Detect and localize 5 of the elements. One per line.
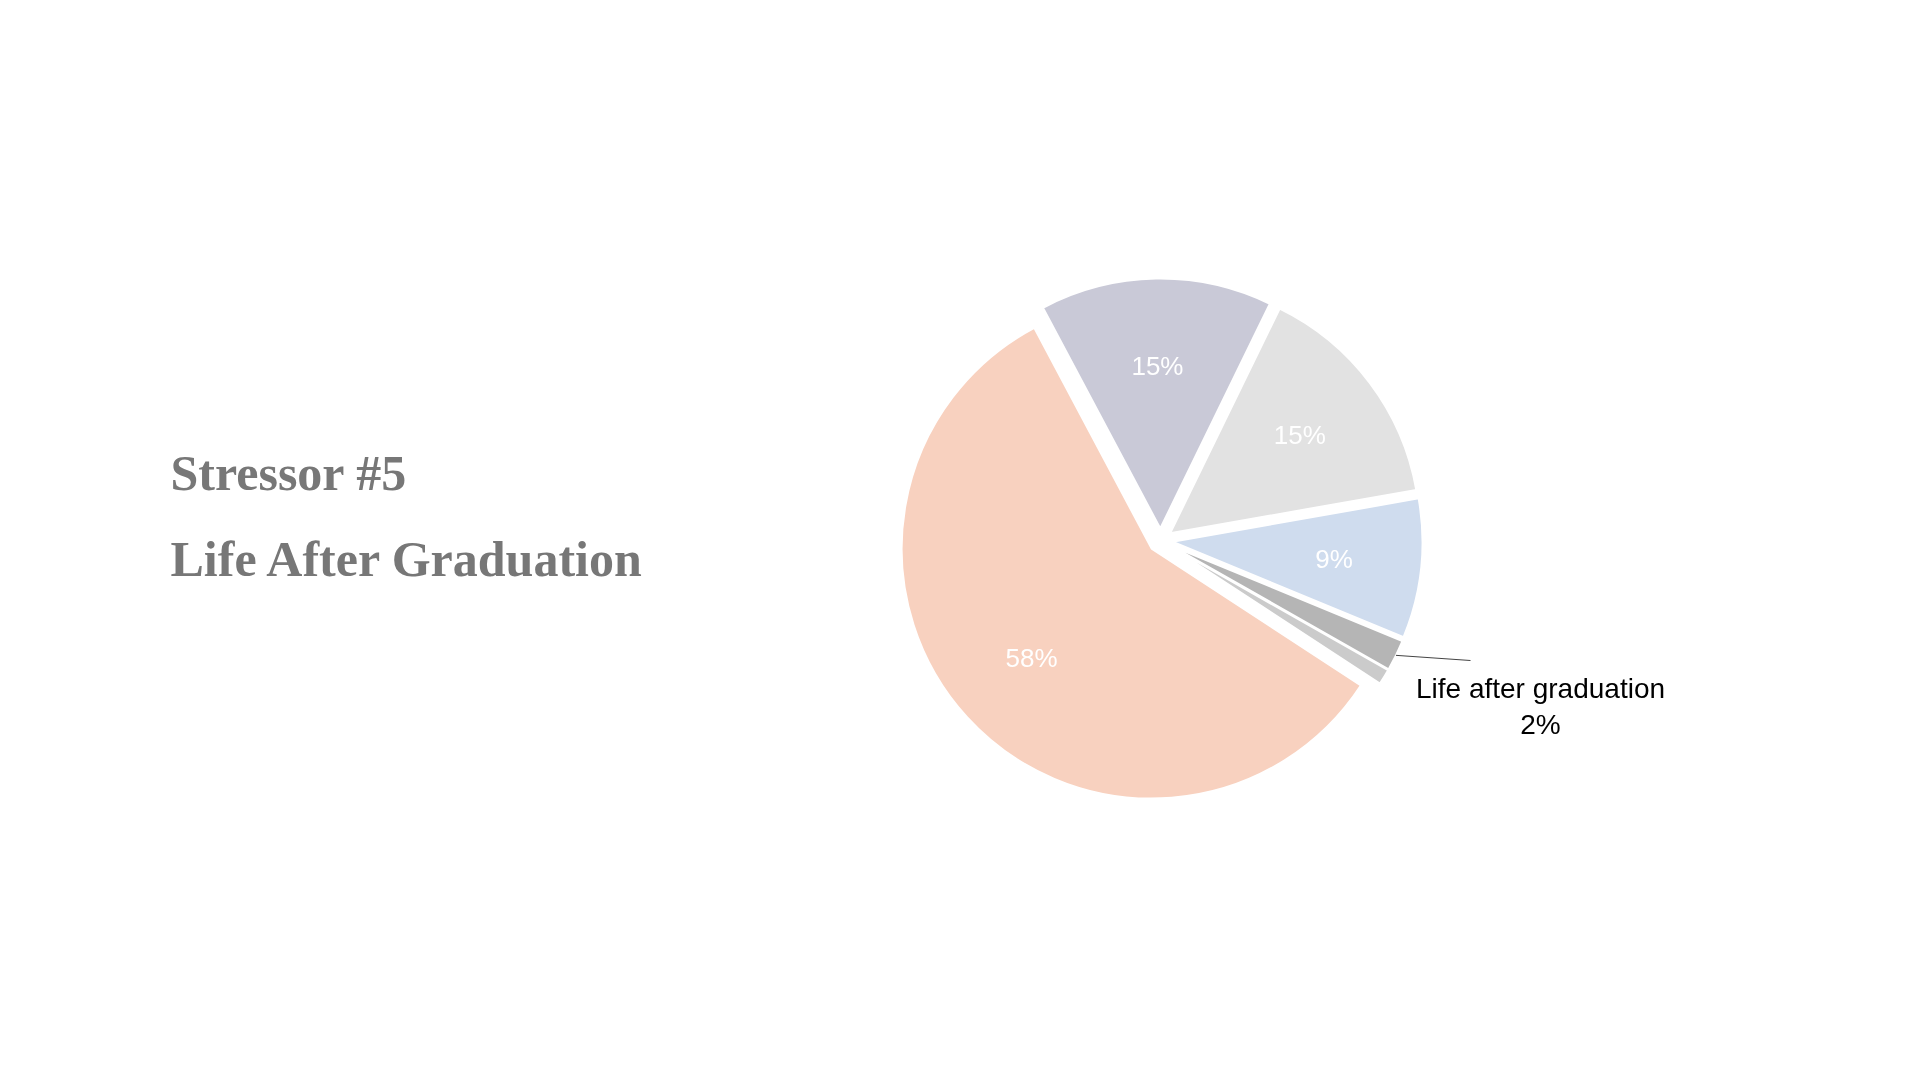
text: Stressor #5 — [170, 444, 407, 501]
text: Life After Graduation — [170, 530, 642, 587]
data-label: 2% — [1520, 708, 1561, 740]
slice-label: Life after graduation — [1415, 672, 1666, 704]
data-label: 58% — [1005, 643, 1058, 674]
